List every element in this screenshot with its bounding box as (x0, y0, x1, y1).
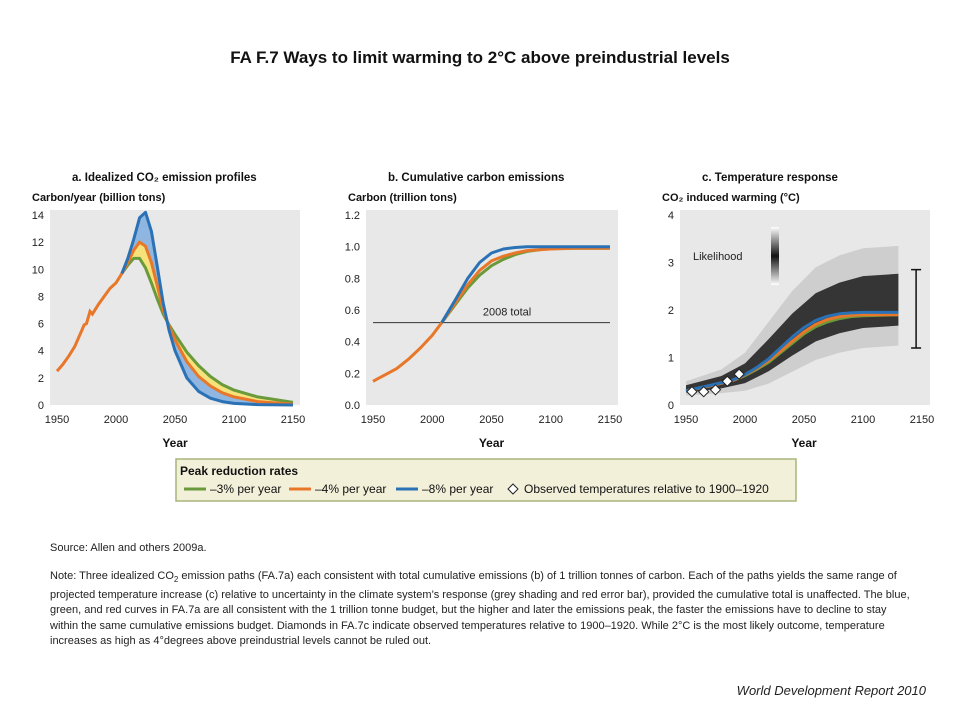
legend-box (175, 458, 797, 502)
y-tick-label: 12 (32, 237, 44, 249)
plot-background (366, 210, 618, 405)
uncertainty-band (121, 212, 294, 405)
x-axis-label: Year (162, 436, 188, 450)
footer-credit: World Development Report 2010 (736, 683, 926, 698)
y-tick-label: 0.6 (345, 305, 360, 317)
y-tick-label: 0 (38, 400, 44, 412)
panel-title: a. Idealized CO₂ emission profiles (72, 172, 257, 184)
x-tick-label: 2150 (281, 414, 305, 426)
y-tick-label: 4 (38, 346, 44, 358)
series-line-blue (685, 310, 899, 393)
plot-background (50, 210, 300, 405)
series-line-blue (120, 210, 294, 407)
x-tick-label: 2000 (420, 414, 444, 426)
y-tick-label: 0.2 (345, 368, 360, 380)
note-body: emission paths (FA.7a) each consistent w… (50, 570, 910, 648)
note-prefix: Note: Three idealized CO (50, 570, 174, 582)
x-tick-label: 2100 (222, 414, 246, 426)
panel-a-emissions: a. Idealized CO₂ emission profiles Carbon… (32, 172, 305, 450)
y-tick-label: 2 (38, 373, 44, 385)
note-subscript: 2 (173, 575, 179, 585)
x-tick-label: 2000 (104, 414, 128, 426)
uncertainty-shading-core (686, 273, 899, 393)
x-tick-label: 2150 (910, 414, 934, 426)
x-tick-label: 1950 (674, 414, 698, 426)
likelihood-swatch (771, 227, 779, 285)
legend-observed-label: Observed temperatures relative to 1900–1… (524, 482, 769, 496)
observed-diamond (733, 368, 745, 380)
y-tick-label: 1.0 (345, 242, 360, 254)
y-tick-label: 1 (668, 353, 674, 365)
legend-label-green: –3% per year (210, 482, 281, 496)
y-tick-label: 3 (668, 258, 674, 270)
panel-c-temperature: c. Temperature response CO₂ induced warmi… (662, 172, 934, 450)
y-tick-label: 0.0 (345, 400, 360, 412)
x-tick-label: 1950 (361, 414, 385, 426)
y-tick-label: 1.2 (345, 210, 360, 222)
legend: Peak reduction rates –3% per year –4% per … (175, 458, 797, 502)
y-tick-label: 10 (32, 264, 44, 276)
historical-line (372, 321, 443, 383)
page-title: FA F.7 Ways to limit warming to 2°C abov… (230, 48, 730, 67)
observed-diamond (721, 375, 734, 387)
legend-label-orange: –4% per year (315, 482, 386, 496)
x-tick-label: 2100 (851, 414, 875, 426)
y-tick-label: 6 (38, 319, 44, 331)
panel-b-cumulative: b. Cumulative carbon emissions Carbon (tr… (345, 172, 623, 450)
observed-diamond (686, 385, 698, 398)
y-axis-label: Carbon (trillion tons) (348, 192, 457, 204)
x-tick-label: 2000 (733, 414, 757, 426)
x-tick-label: 2050 (792, 414, 816, 426)
legend-observed-diamond (507, 483, 519, 495)
source-text: Source: Allen and others 2009a. (50, 542, 207, 554)
y-tick-label: 0 (668, 400, 674, 412)
x-axis-label: Year (479, 436, 505, 450)
likelihood-label: Likelihood (693, 251, 743, 263)
reference-line-label: 2008 total (483, 307, 531, 319)
y-tick-label: 4 (668, 210, 674, 222)
legend-title: Peak reduction rates (180, 464, 298, 478)
series-line-blue (440, 245, 610, 324)
y-tick-label: 0.8 (345, 273, 360, 285)
y-tick-label: 14 (32, 210, 44, 222)
series-line-orange (440, 246, 610, 324)
y-tick-label: 0.4 (345, 337, 360, 349)
y-axis-label: CO₂ induced warming (°C) (662, 192, 800, 204)
panel-title: c. Temperature response (702, 172, 838, 184)
note-text: Note: Three idealized CO2 emission paths… (50, 569, 910, 650)
x-tick-label: 2100 (539, 414, 563, 426)
y-tick-label: 8 (38, 291, 44, 303)
y-tick-label: 2 (668, 305, 674, 317)
y-axis-label: Carbon/year (billion tons) (32, 192, 166, 204)
x-tick-label: 1950 (45, 414, 69, 426)
observed-diamond (697, 385, 710, 398)
x-axis-label: Year (791, 436, 817, 450)
legend-label-blue: –8% per year (422, 482, 493, 496)
historical-line (55, 272, 124, 373)
x-tick-label: 2050 (479, 414, 503, 426)
observed-diamond (709, 384, 722, 396)
figure-panels: a. Idealized CO₂ emission profiles Carbon… (32, 172, 934, 502)
x-tick-label: 2150 (598, 414, 622, 426)
panel-title: b. Cumulative carbon emissions (388, 172, 564, 184)
x-tick-label: 2050 (163, 414, 187, 426)
